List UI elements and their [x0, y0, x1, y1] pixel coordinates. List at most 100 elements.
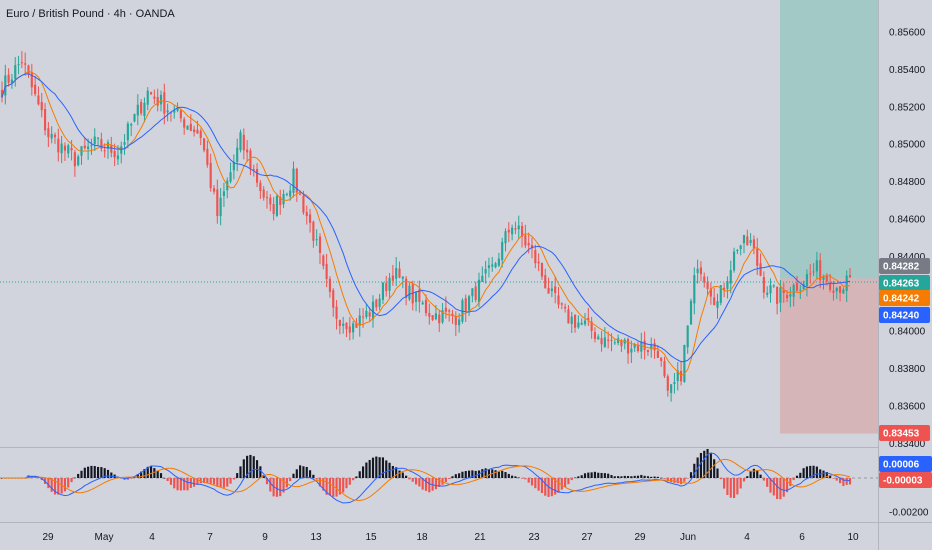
price-tag-value: 0.84240	[883, 311, 920, 322]
candle-body	[520, 225, 524, 237]
candle-body	[772, 285, 775, 287]
histogram-bar	[385, 460, 388, 478]
candle-body	[666, 376, 669, 391]
histogram-bar	[547, 478, 550, 497]
candle-body	[140, 102, 143, 114]
histogram-bar	[626, 476, 630, 478]
histogram-bar	[514, 476, 517, 478]
candle-body	[540, 262, 544, 277]
histogram-bar	[57, 478, 60, 495]
candle-body	[570, 316, 573, 324]
histogram-bar	[597, 472, 600, 478]
candle-body	[216, 189, 219, 217]
candle-body	[328, 278, 332, 292]
price-tag-bg	[879, 425, 930, 441]
histogram-bar	[838, 478, 842, 484]
candle-body	[676, 370, 679, 382]
histogram-bar	[262, 474, 265, 478]
candle-body	[335, 306, 338, 319]
histogram-bar	[216, 478, 219, 487]
candle-body	[143, 102, 146, 117]
histogram-bar	[805, 466, 809, 478]
candle-body	[202, 138, 206, 151]
price-tag-value: 0.84282	[883, 262, 920, 273]
histogram-bar	[520, 478, 524, 479]
histogram-bar	[812, 465, 815, 478]
candle-body	[10, 79, 14, 84]
candle-body	[27, 65, 30, 74]
candle-body	[272, 204, 275, 214]
histogram-bar	[458, 473, 461, 478]
candle-body	[96, 137, 100, 139]
time-tick-label: 29	[42, 532, 54, 543]
candle-body	[471, 288, 474, 297]
histogram-bar	[749, 471, 752, 478]
histogram-bar	[90, 465, 93, 478]
histogram-bar	[87, 466, 90, 478]
histogram-bar	[699, 452, 703, 478]
candle-body	[752, 239, 756, 249]
time-tick-label: 9	[262, 532, 268, 543]
candle-body	[53, 134, 57, 138]
candle-body	[630, 348, 633, 353]
histogram-bar	[524, 478, 527, 480]
histogram-bar	[246, 455, 249, 478]
candle-body	[580, 322, 583, 325]
candle-body	[587, 317, 590, 320]
candle-body	[149, 92, 153, 95]
time-tick-label: 6	[799, 532, 805, 543]
candle-body	[236, 147, 239, 162]
histogram-bar	[236, 473, 239, 478]
histogram-bar	[739, 478, 742, 489]
histogram-bar	[815, 466, 818, 478]
candle-body	[358, 315, 361, 326]
time-tick-label: 21	[474, 532, 486, 543]
histogram-bar	[67, 478, 70, 488]
oscillator-tag: -0.00003	[879, 472, 932, 488]
histogram-bar	[96, 466, 100, 478]
histogram-bar	[444, 478, 447, 483]
histogram-bar	[282, 478, 285, 493]
candle-body	[547, 287, 550, 294]
histogram-bar	[176, 478, 179, 491]
candle-body	[527, 242, 530, 246]
histogram-bar	[229, 478, 232, 484]
candle-body	[736, 249, 739, 251]
candle-body	[17, 64, 20, 66]
candle-body	[401, 276, 404, 279]
candle-body	[375, 299, 378, 308]
histogram-bar	[163, 477, 166, 479]
histogram-bar	[183, 478, 186, 491]
histogram-bar	[587, 472, 590, 478]
candle-body	[342, 323, 345, 326]
candle-body	[782, 289, 785, 294]
histogram-bar	[686, 478, 689, 479]
histogram-bar	[371, 457, 375, 478]
price-tick-label: 0.83400	[889, 439, 926, 450]
candle-body	[325, 263, 328, 280]
histogram-bar	[226, 478, 229, 487]
candle-body	[50, 134, 53, 139]
histogram-bar	[603, 473, 606, 478]
candle-body	[14, 65, 17, 80]
histogram-bar	[573, 477, 577, 479]
candle-body	[842, 289, 845, 294]
price-tick-label: 0.85000	[889, 140, 926, 151]
candle-body	[371, 301, 375, 320]
histogram-bar	[279, 478, 282, 497]
candle-body	[845, 275, 848, 291]
histogram-bar	[368, 459, 371, 478]
histogram-bar	[302, 466, 305, 478]
candle-body	[418, 289, 421, 302]
candle-body	[398, 268, 401, 278]
candle-body	[395, 268, 398, 279]
histogram-bar	[401, 472, 404, 478]
histogram-bar	[630, 476, 633, 478]
candle-body	[434, 313, 438, 320]
candle-body	[305, 211, 308, 217]
histogram-bar	[726, 478, 729, 495]
candle-body	[514, 228, 517, 230]
candle-body	[467, 296, 471, 311]
histogram-bar	[451, 476, 454, 478]
